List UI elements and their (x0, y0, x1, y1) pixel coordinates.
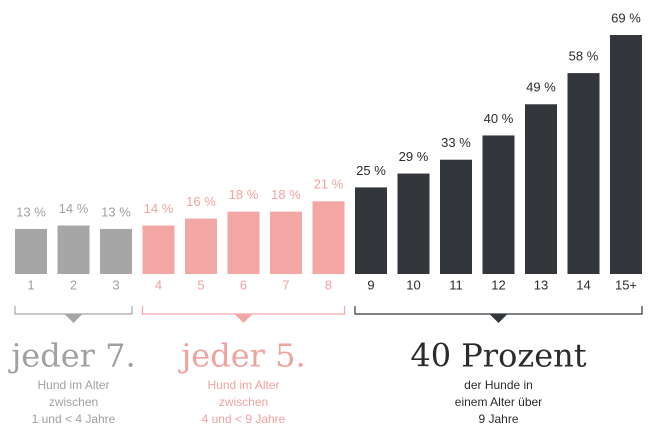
bracket-pointer (489, 314, 508, 323)
value-label: 49 % (526, 80, 556, 95)
bar (610, 35, 642, 274)
category-label: 6 (240, 277, 247, 292)
bar (482, 135, 515, 274)
group-text: der Hunde in (464, 378, 533, 392)
group-text: Hund im Alter (207, 378, 279, 392)
group-text: 1 und < 4 Jahre (32, 412, 116, 426)
value-label: 40 % (484, 111, 514, 126)
group-text: 4 und < 9 Jahre (202, 412, 286, 426)
category-label: 4 (155, 277, 162, 292)
group-headline: jeder 7. (7, 337, 135, 375)
bar (270, 211, 302, 274)
value-label: 13 % (101, 204, 131, 219)
value-label: 25 % (356, 163, 386, 178)
category-label: 14 (576, 277, 590, 292)
category-label: 1 (27, 277, 34, 292)
value-label: 33 % (441, 135, 471, 150)
bar (440, 159, 472, 274)
category-label: 7 (282, 277, 289, 292)
group-text: 9 Jahre (478, 412, 518, 426)
bracket (141, 306, 346, 315)
value-label: 13 % (16, 204, 46, 219)
value-label: 18 % (271, 187, 301, 202)
category-label: 10 (406, 277, 420, 292)
value-label: 14 % (144, 201, 174, 216)
category-label: 12 (491, 277, 505, 292)
value-label: 58 % (569, 49, 599, 64)
bar (355, 187, 387, 274)
bracket (354, 306, 643, 315)
value-label: 29 % (399, 149, 429, 164)
bracket-pointer (64, 314, 83, 323)
value-label: 14 % (59, 201, 89, 216)
group-text: Hund im Alter (37, 378, 109, 392)
group-headline: jeder 5. (177, 337, 305, 375)
bar (227, 211, 260, 274)
category-label: 15+ (615, 277, 637, 292)
bar (567, 73, 600, 275)
value-label: 21 % (314, 177, 344, 192)
bar (15, 228, 47, 274)
bar (525, 104, 557, 274)
group-headline: 40 Prozent (410, 337, 586, 375)
category-label: 9 (367, 277, 374, 292)
category-label: 2 (70, 277, 77, 292)
bar (100, 228, 132, 274)
bar (312, 201, 345, 274)
bracket-pointer (234, 314, 253, 323)
category-label: 5 (197, 277, 204, 292)
group-text: zwischen (219, 395, 268, 409)
value-label: 16 % (186, 194, 216, 209)
category-label: 8 (325, 277, 332, 292)
category-label: 3 (112, 277, 119, 292)
group-text: zwischen (49, 395, 98, 409)
category-label: 11 (449, 277, 463, 292)
category-label: 13 (534, 277, 548, 292)
bar (57, 225, 90, 274)
group-text: einem Alter über (455, 395, 542, 409)
value-label: 69 % (611, 10, 641, 25)
bar (142, 225, 175, 274)
value-label: 18 % (229, 187, 259, 202)
bar (185, 218, 217, 274)
bracket (14, 306, 133, 315)
bar (397, 173, 430, 274)
